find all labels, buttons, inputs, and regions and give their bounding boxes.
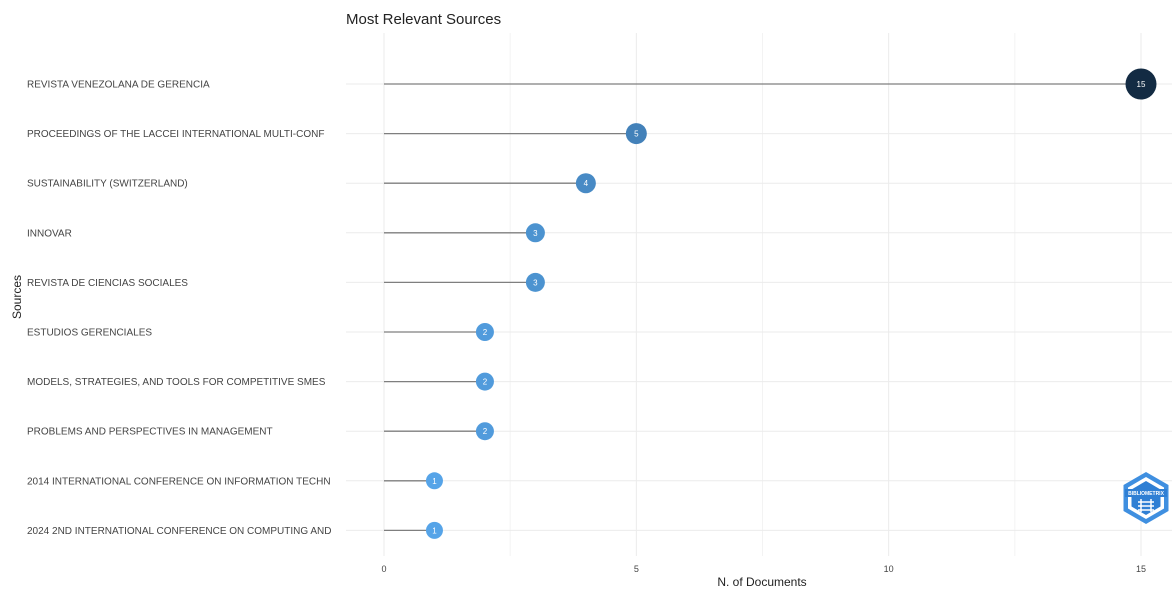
data-point (475, 372, 494, 391)
data-label: 2 (483, 378, 488, 387)
y-axis-title: Sources (10, 275, 24, 319)
data-label: 2 (483, 328, 488, 337)
chart-title: Most Relevant Sources (346, 11, 501, 28)
data-label: 15 (1137, 80, 1146, 89)
category-label: 2024 2ND INTERNATIONAL CONFERENCE ON COM… (27, 526, 332, 537)
data-label: 5 (634, 130, 639, 139)
category-label: 2014 INTERNATIONAL CONFERENCE ON INFORMA… (27, 476, 331, 487)
data-label: 3 (533, 278, 538, 287)
x-tick-labels: 0 5 10 15 (381, 564, 1146, 574)
x-tick-label: 10 (884, 564, 894, 574)
category-label: REVISTA DE CIENCIAS SOCIALES (27, 278, 188, 289)
x-tick-label: 0 (381, 564, 386, 574)
data-label: 1 (432, 526, 437, 535)
data-point (475, 323, 494, 341)
data-point (525, 223, 545, 243)
x-tick-label: 15 (1136, 564, 1146, 574)
data-point (575, 173, 596, 194)
grid-lines (346, 33, 1172, 556)
data-point (475, 422, 494, 441)
x-axis-title: N. of Documents (717, 575, 806, 589)
category-label: PROBLEMS AND PERSPECTIVES IN MANAGEMENT (27, 427, 273, 438)
data-point (1125, 68, 1157, 100)
data-label: 2 (483, 427, 488, 436)
category-label: MODELS, STRATEGIES, AND TOOLS FOR COMPET… (27, 377, 326, 388)
data-point (625, 123, 647, 145)
x-tick-label: 5 (634, 564, 639, 574)
data-point (425, 472, 443, 490)
data-label: 3 (533, 229, 538, 238)
data-label: 1 (432, 477, 437, 486)
dots: 15 5 4 3 3 2 2 2 1 1 (425, 68, 1157, 539)
category-label: ESTUDIOS GERENCIALES (27, 328, 152, 339)
category-label: REVISTA VENEZOLANA DE GERENCIA (27, 80, 210, 91)
category-label: SUSTAINABILITY (SWITZERLAND) (27, 179, 188, 190)
stems (384, 83, 1141, 532)
category-label: INNOVAR (27, 228, 72, 239)
category-labels: REVISTA VENEZOLANA DE GERENCIA PROCEEDING… (27, 80, 332, 537)
category-label: PROCEEDINGS OF THE LACCEI INTERNATIONAL … (27, 129, 324, 140)
data-label: 4 (584, 179, 589, 188)
data-point (525, 272, 545, 292)
bibliometrix-logo-icon: BIBLIOMETRIX (1123, 472, 1169, 524)
data-point (425, 521, 443, 539)
logo-text: BIBLIOMETRIX (1128, 491, 1164, 497)
